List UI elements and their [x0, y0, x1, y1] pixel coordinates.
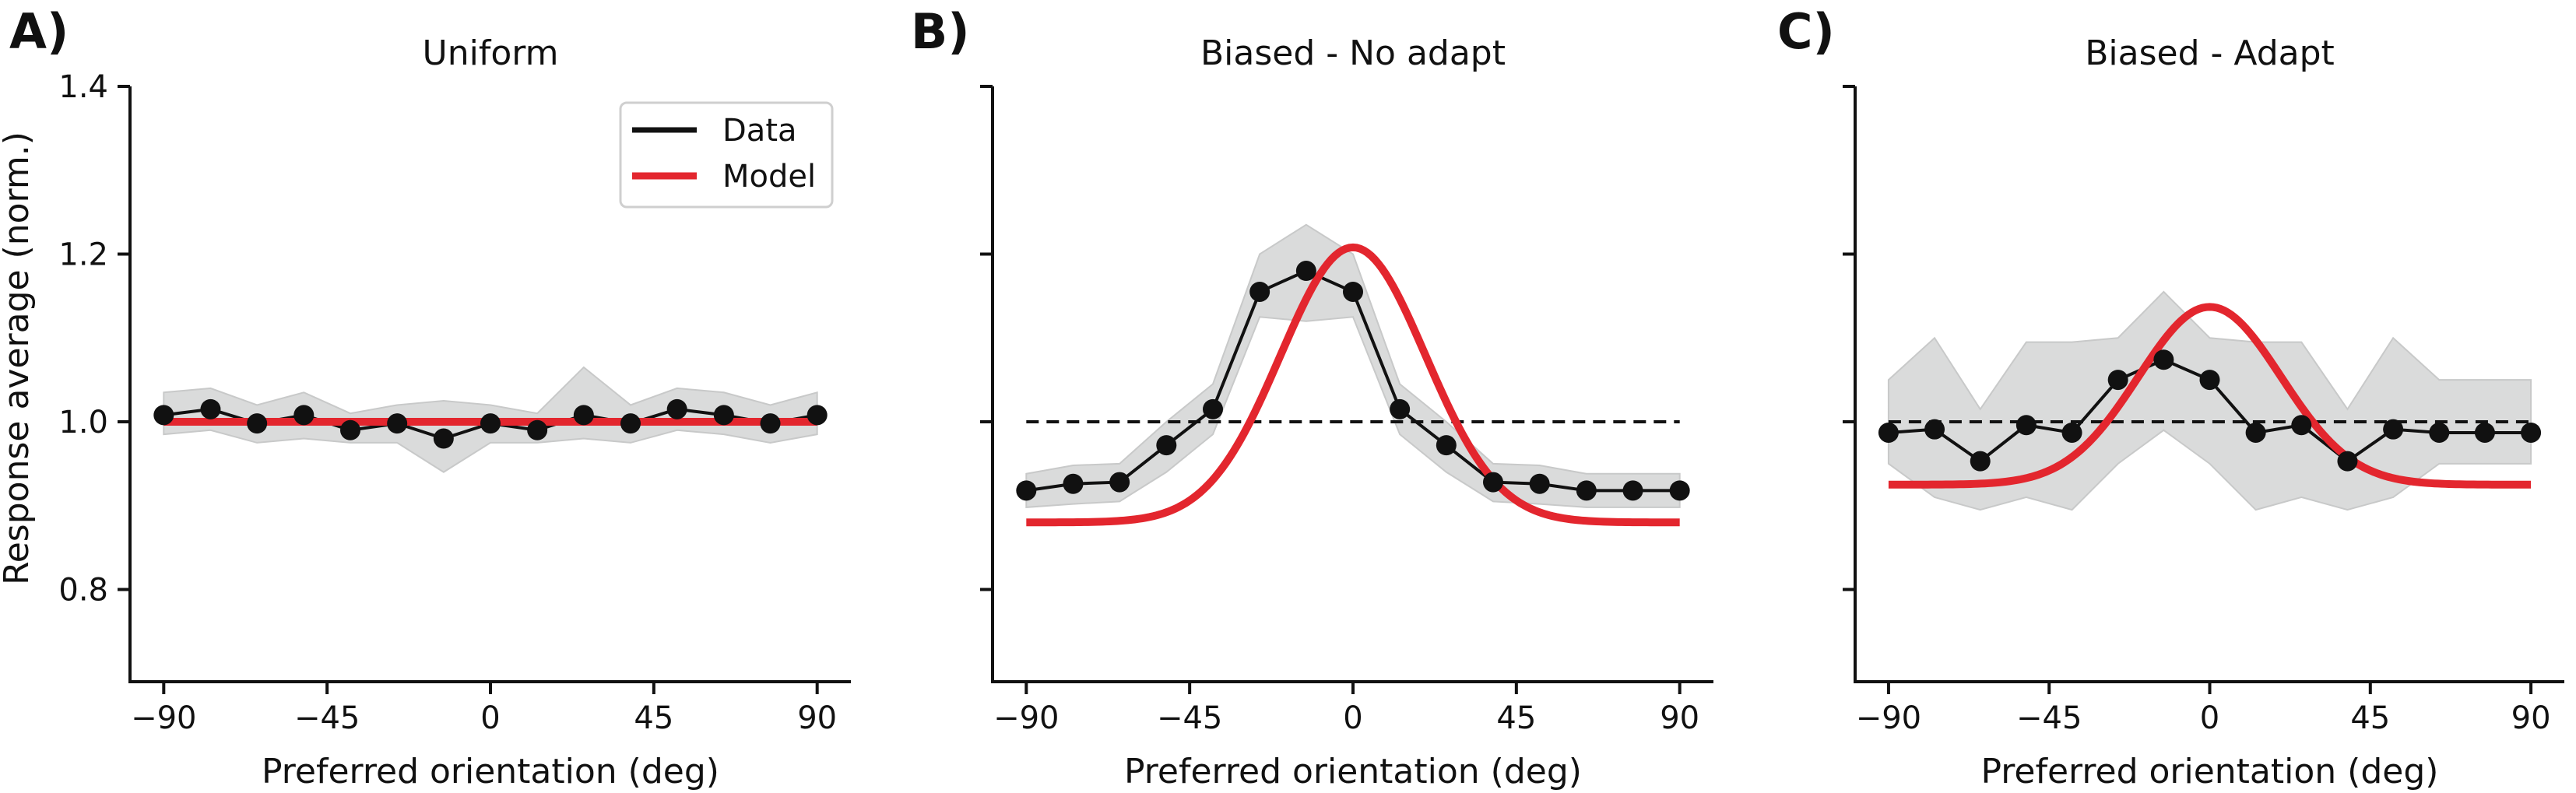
model-curve: [1888, 303, 2532, 489]
data-point: [1436, 435, 1457, 456]
data-point: [1669, 480, 1690, 501]
legend-label-data: Data: [722, 113, 797, 149]
data-point: [153, 405, 174, 426]
x-tick-label: 45: [2350, 700, 2390, 736]
x-tick-label: 90: [797, 700, 837, 736]
panel-label: A): [9, 3, 69, 60]
data-point: [1622, 480, 1643, 501]
data-point: [1924, 419, 1945, 440]
x-tick-label: −45: [2016, 700, 2082, 736]
y-axis-label: Response average (norm.): [0, 132, 37, 585]
panel-title: Uniform: [423, 33, 559, 73]
data-point: [2153, 349, 2174, 370]
panel-2: −90 −45 0 45 90 Biased - No adapt B) Preferred …: [911, 3, 1713, 791]
data-point: [620, 413, 641, 434]
x-tick-label: −90: [993, 700, 1059, 736]
data-point: [2015, 415, 2037, 436]
model-curve: [1026, 243, 1680, 527]
data-point: [293, 405, 315, 426]
confidence-band: [1887, 290, 2532, 511]
x-tick-label: 0: [1343, 700, 1362, 736]
data-point: [1576, 480, 1597, 501]
y-tick-label: 1.4: [58, 69, 108, 105]
legend-label-model: Model: [722, 159, 816, 195]
data-point: [2245, 422, 2266, 443]
x-tick-label: −90: [1856, 700, 1921, 736]
data-point: [387, 413, 408, 434]
data-point: [1109, 472, 1130, 493]
y-tick-label: 1.0: [58, 405, 108, 440]
panel-3: −90 −45 0 45 90 Biased - Adapt C) Preferred ori…: [1777, 3, 2564, 791]
data-point: [1878, 422, 1899, 443]
data-point: [713, 405, 734, 426]
data-point: [340, 419, 361, 440]
data-point: [807, 405, 828, 426]
data-point: [247, 413, 268, 434]
x-axis-label: Preferred orientation (deg): [1124, 752, 1582, 791]
data-point: [2107, 370, 2128, 391]
y-tick-label: 0.8: [58, 572, 108, 608]
x-tick-label: −45: [1157, 700, 1222, 736]
data-point: [433, 428, 454, 449]
legend: Data Model: [619, 101, 834, 209]
panel-title: Biased - No adapt: [1200, 33, 1506, 73]
y-tick-label: 1.2: [58, 237, 108, 272]
data-point: [1343, 281, 1363, 302]
data-point: [2521, 422, 2542, 443]
data-point: [1390, 398, 1411, 419]
data-point: [1203, 398, 1224, 419]
x-tick-label: 0: [480, 700, 500, 736]
data-point: [666, 398, 687, 419]
data-point: [1016, 480, 1037, 501]
data-point: [1482, 472, 1503, 493]
data-point: [1156, 435, 1177, 456]
data-point: [200, 398, 221, 419]
x-tick-label: 45: [1496, 700, 1536, 736]
x-tick-label: 90: [2511, 700, 2551, 736]
confidence-band: [1025, 223, 1681, 508]
data-point: [2337, 451, 2358, 472]
data-point: [480, 413, 501, 434]
data-point: [2291, 415, 2312, 436]
x-tick-label: 90: [1660, 700, 1699, 736]
data-point: [2061, 422, 2082, 443]
x-tick-label: −90: [131, 700, 196, 736]
data-point: [2199, 370, 2220, 391]
data-point: [1970, 451, 1991, 472]
panel-label: B): [911, 3, 970, 60]
panel-label: C): [1777, 3, 1835, 60]
data-point: [1529, 473, 1550, 494]
panel-1: −90 −45 0 45 90 0.8 1.0 1.2 1.4 Uniform A) Preferre…: [0, 3, 851, 791]
panel-title: Biased - Adapt: [2085, 33, 2335, 73]
data-point: [2383, 419, 2404, 440]
x-axis-label: Preferred orientation (deg): [1981, 752, 2439, 791]
x-tick-label: 45: [634, 700, 673, 736]
data-point: [573, 405, 594, 426]
data-point: [2474, 422, 2495, 443]
x-tick-label: −45: [294, 700, 360, 736]
data-point: [1063, 473, 1084, 494]
x-axis-label: Preferred orientation (deg): [262, 752, 719, 791]
data-point: [1295, 261, 1316, 282]
data-point: [2429, 422, 2450, 443]
data-point: [527, 419, 548, 440]
data-point: [1249, 281, 1270, 302]
data-point: [760, 413, 781, 434]
x-tick-label: 0: [2200, 700, 2219, 736]
